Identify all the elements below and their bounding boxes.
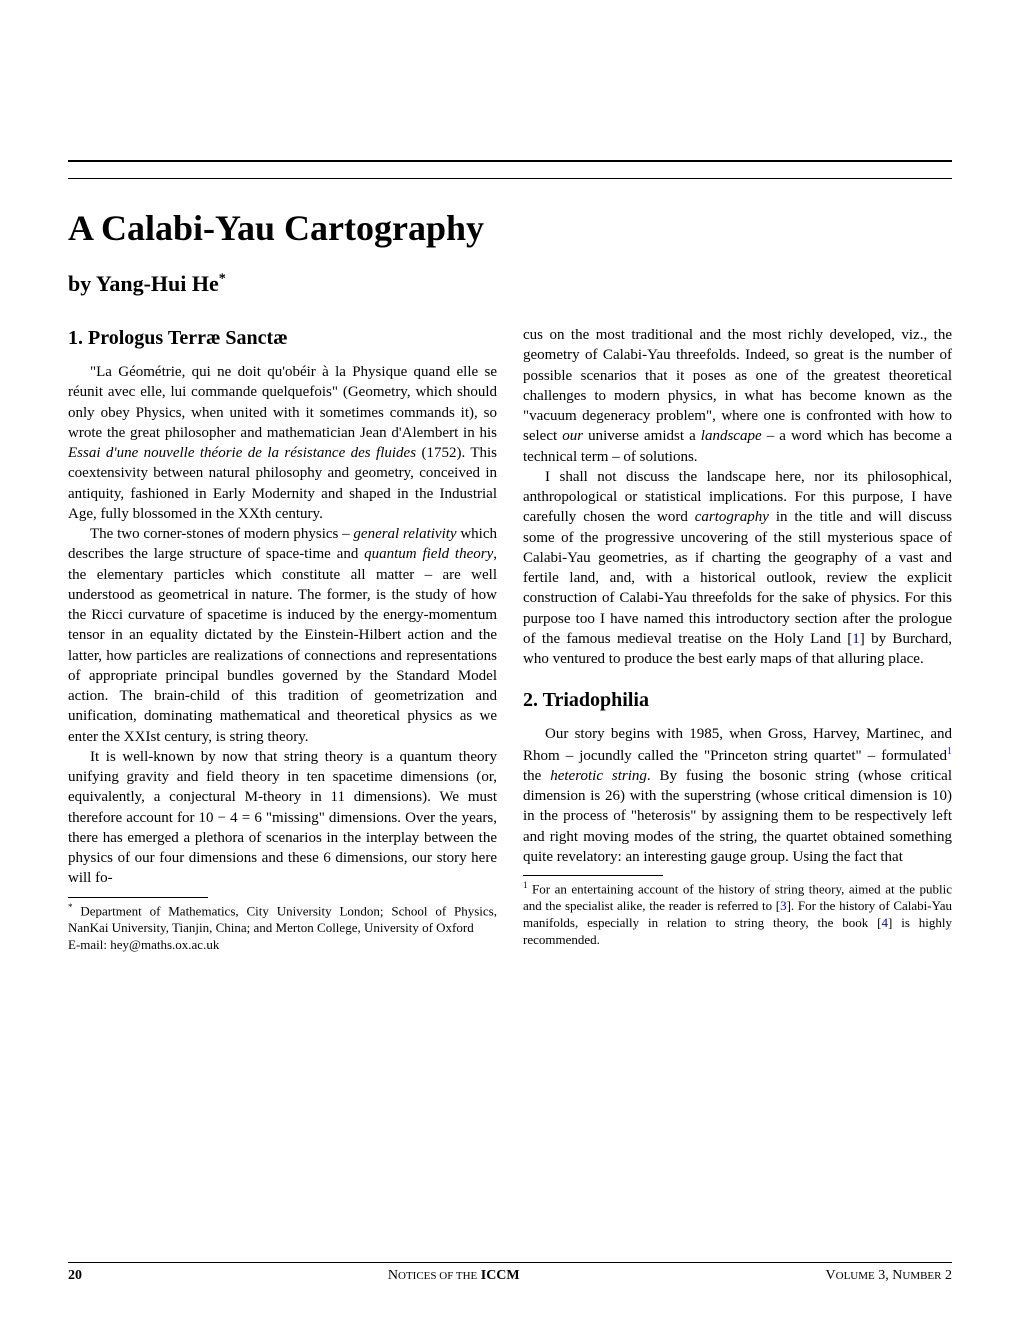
text-span: in the title and will discuss some of th… [523, 509, 952, 647]
left-column: 1. Prologus Terræ Sanctæ "La Géométrie, … [68, 325, 497, 954]
italic-span: quantum field theory [364, 546, 493, 562]
footnote-rule-right [523, 875, 663, 876]
footnote-affiliation: * Department of Mathematics, City Univer… [68, 902, 497, 954]
author-line: by Yang-Hui He* [68, 271, 952, 297]
page-number: 20 [68, 1268, 82, 1284]
section-2-para-1: Our story begins with 1985, when Gross, … [523, 724, 952, 867]
footnote-text: Department of Mathematics, City Universi… [68, 903, 497, 935]
section-1-para-3: It is well-known by now that string theo… [68, 747, 497, 889]
section-1-heading: 1. Prologus Terræ Sanctæ [68, 325, 497, 352]
italic-span: Essai d'une nouvelle théorie de la résis… [68, 445, 416, 461]
volume-info: VOLUME 3, NUMBER 2 [826, 1268, 952, 1284]
top-thick-rule [68, 160, 952, 162]
text-span: "La Géométrie, qui ne doit qu'obéir à la… [68, 364, 497, 441]
footnote-email: E-mail: hey@maths.ox.ac.uk [68, 937, 219, 952]
right-column: cus on the most traditional and the most… [523, 325, 952, 954]
text-span: , the elementary particles which constit… [68, 546, 497, 744]
section-1-para-2: The two corner-stones of modern physics … [68, 524, 497, 747]
journal-name: NOTICES OF THE ICCM [388, 1268, 520, 1284]
italic-span: cartography [695, 509, 769, 525]
footnote-1: 1 For an entertaining account of the his… [523, 880, 952, 949]
article-title: A Calabi-Yau Cartography [68, 207, 952, 249]
text-span: The two corner-stones of modern physics … [90, 526, 353, 542]
footnote-rule-left [68, 897, 208, 898]
citation-link[interactable]: 1 [852, 631, 860, 647]
top-thin-rule [68, 178, 952, 179]
italic-span: general relativity [353, 526, 456, 542]
issue-num: 2 [945, 1268, 952, 1283]
section-2-heading: 2. Triadophilia [523, 687, 952, 714]
italic-span: heterotic string [550, 768, 647, 784]
italic-span: landscape [701, 428, 762, 444]
footnote-ref-link[interactable]: 1 [947, 746, 952, 757]
author-affil-marker: * [219, 272, 226, 287]
page-footer: 20 NOTICES OF THE ICCM VOLUME 3, NUMBER … [68, 1262, 952, 1284]
text-span: Our story begins with 1985, when Gross, … [523, 726, 952, 763]
two-column-layout: 1. Prologus Terræ Sanctæ "La Géométrie, … [68, 325, 952, 954]
col2-para-1: cus on the most traditional and the most… [523, 325, 952, 467]
section-1-para-1: "La Géométrie, qui ne doit qu'obéir à la… [68, 362, 497, 524]
volume-num: 3, [878, 1268, 892, 1283]
col2-para-2: I shall not discuss the landscape here, … [523, 467, 952, 670]
text-span: the [523, 768, 550, 784]
author-name: Yang-Hui He [96, 271, 219, 296]
author-prefix: by [68, 271, 96, 296]
italic-span: our [562, 428, 583, 444]
text-span: cus on the most traditional and the most… [523, 327, 952, 444]
text-span: universe amidst a [583, 428, 701, 444]
